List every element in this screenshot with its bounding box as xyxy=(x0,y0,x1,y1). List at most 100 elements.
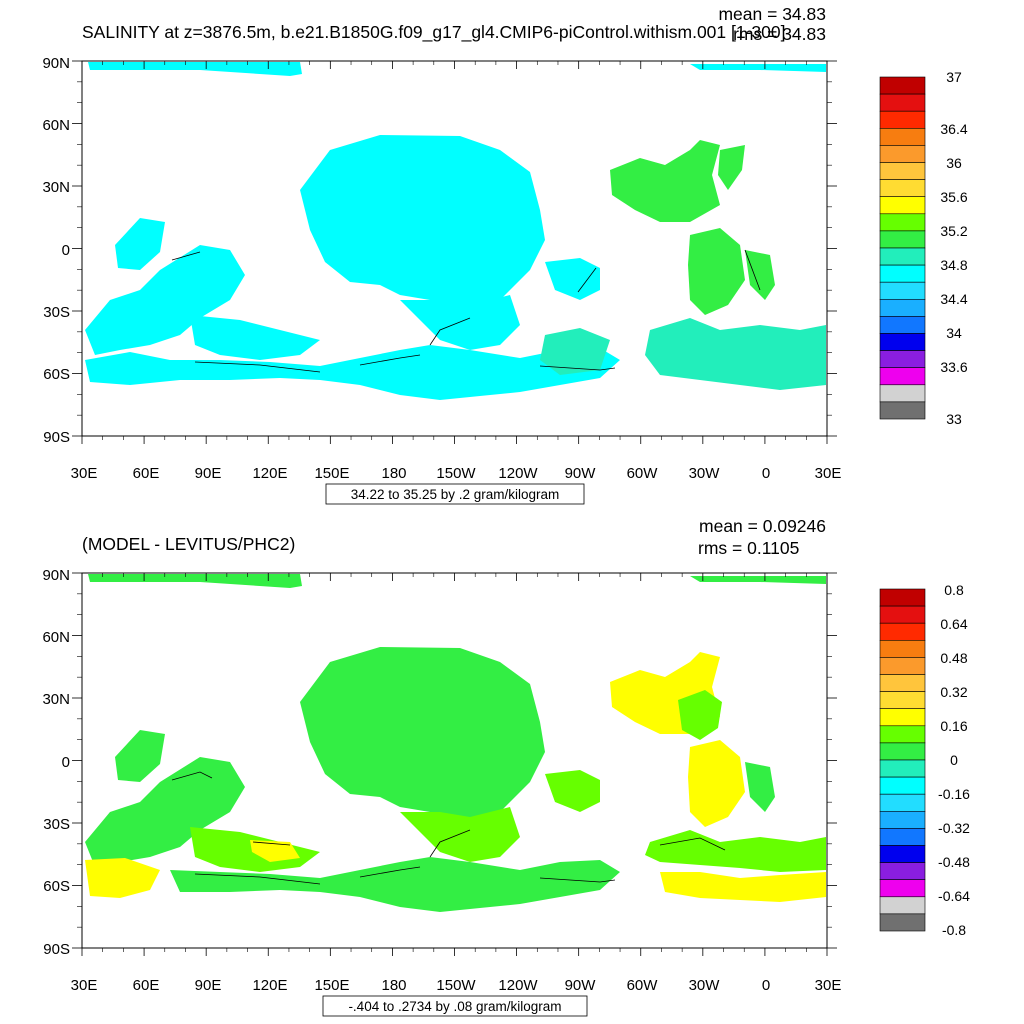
tick-label: 180 xyxy=(381,465,406,482)
tick-label: 0 xyxy=(62,754,70,771)
region-southern-west xyxy=(85,858,160,898)
colorbar-swatch xyxy=(879,776,926,795)
tick-label: 180 xyxy=(381,977,406,994)
panel-difference: (MODEL - LEVITUS/PHC2) mean = 0.09246 rm… xyxy=(42,516,970,1017)
colorbar-swatch xyxy=(879,196,926,215)
contour-line xyxy=(539,877,616,883)
colorbar-swatch xyxy=(879,350,926,369)
region-indian xyxy=(400,807,520,862)
map-field xyxy=(85,62,826,400)
region-atlantic-north xyxy=(610,140,720,222)
colorbar-label: 37 xyxy=(946,69,962,85)
rms-stat: rms = 34.83 xyxy=(733,24,826,44)
region-southern-west xyxy=(170,857,620,912)
colorbar-label: 35.2 xyxy=(940,223,967,239)
colorbar-swatch xyxy=(879,725,926,744)
colorbar-swatch xyxy=(879,622,926,641)
panel-title: SALINITY at z=3876.5m, b.e21.B1850G.f09_… xyxy=(82,22,786,43)
map-field xyxy=(85,574,826,912)
colorbar-swatch xyxy=(879,213,926,232)
tick-label: 60N xyxy=(42,117,70,134)
region-atlantic-south xyxy=(745,250,775,300)
tick-label: 30N xyxy=(42,691,70,708)
tick-label: 60S xyxy=(43,366,70,383)
contour-info-box xyxy=(322,995,588,1017)
colorbar-swatch xyxy=(879,845,926,863)
colorbar-swatch xyxy=(879,247,926,266)
colorbar-label: -0.8 xyxy=(942,922,966,938)
colorbar xyxy=(879,588,926,932)
colorbar-swatch xyxy=(879,759,926,778)
colorbar-label: 0.8 xyxy=(944,582,964,598)
mean-stat: mean = 34.83 xyxy=(718,4,826,24)
colorbar-label: 36 xyxy=(946,155,962,171)
colorbar-swatch xyxy=(879,879,926,898)
region-southern xyxy=(540,328,610,375)
colorbar-swatch xyxy=(879,401,926,420)
colorbar-swatch xyxy=(879,896,926,915)
colorbar-label: 0.32 xyxy=(940,684,967,700)
region-atlantic-south xyxy=(688,228,745,315)
colorbar-label: -0.32 xyxy=(938,820,970,836)
tick-label: 30E xyxy=(815,977,842,994)
panel-title: (MODEL - LEVITUS/PHC2) xyxy=(82,534,295,554)
colorbar-swatch xyxy=(879,145,926,163)
tick-label: 90E xyxy=(195,977,222,994)
colorbar-swatch xyxy=(879,367,926,386)
contour-lines xyxy=(171,771,726,885)
contour-line xyxy=(359,866,421,878)
colorbar-swatch xyxy=(879,639,926,658)
tick-label: 60N xyxy=(42,629,70,646)
colorbar-labels: 0.8 0.64 0.48 0.32 0.16 0 -0.16 -0.32 -0… xyxy=(938,582,970,938)
region-atlantic-north xyxy=(718,145,745,190)
colorbar-label: 33.6 xyxy=(940,359,967,375)
region-indian xyxy=(85,245,245,355)
tick-label: 0 xyxy=(762,977,770,994)
tick-label: 30E xyxy=(71,977,98,994)
colorbar-label: -0.16 xyxy=(938,786,970,802)
tick-label: 90W xyxy=(565,977,597,994)
region-arctic-ice xyxy=(88,62,302,76)
contour-info: 34.22 to 35.25 by .2 gram/kilogram xyxy=(351,487,560,502)
tick-label: 90S xyxy=(43,429,70,446)
tick-label: 120W xyxy=(498,465,538,482)
colorbar-label: 34.8 xyxy=(940,257,967,273)
colorbar-label: 34.4 xyxy=(940,291,967,307)
region-arctic-ice xyxy=(690,64,826,72)
colorbar-swatch xyxy=(879,162,926,180)
colorbar-label: 0.16 xyxy=(940,718,967,734)
tick-label: 150E xyxy=(314,465,349,482)
contour-line xyxy=(194,873,321,885)
colorbar-labels: 37 36.4 36 35.6 35.2 34.8 34.4 34 33.6 3… xyxy=(940,69,967,427)
region-southern xyxy=(645,318,826,390)
region-atlantic-equatorial xyxy=(688,740,745,827)
colorbar-swatch xyxy=(879,828,926,846)
tick-label: 120E xyxy=(252,465,287,482)
colorbar-swatch xyxy=(879,179,926,198)
tick-label: 30S xyxy=(43,816,70,833)
contour-line xyxy=(171,771,213,781)
tick-label: 30W xyxy=(689,465,721,482)
colorbar-swatch xyxy=(879,333,926,351)
colorbar-swatch xyxy=(879,708,926,727)
tick-label: 30S xyxy=(43,304,70,321)
axis-ticks xyxy=(72,572,837,956)
contour-line xyxy=(577,267,597,293)
tick-label: 0 xyxy=(762,465,770,482)
region-indian xyxy=(85,757,245,867)
region-indian xyxy=(115,730,165,782)
x-axis-labels: 30E 60E 90E 120E 150E 180 150W 120W 90W … xyxy=(71,977,842,994)
region-arctic-ice xyxy=(690,576,826,584)
tick-label: 90N xyxy=(42,55,70,72)
region-pacific-north xyxy=(300,647,545,822)
mean-stat: mean = 0.09246 xyxy=(699,516,826,536)
colorbar-label: 0.64 xyxy=(940,616,967,632)
colorbar-swatch xyxy=(879,657,926,675)
region-indian xyxy=(545,770,600,812)
region-indian xyxy=(190,315,320,360)
colorbar-label: 0 xyxy=(950,752,958,768)
colorbar-swatch xyxy=(879,264,926,283)
contour-info: -.404 to .2734 by .08 gram/kilogram xyxy=(348,999,561,1014)
tick-label: 0 xyxy=(62,242,70,259)
tick-label: 120E xyxy=(252,977,287,994)
